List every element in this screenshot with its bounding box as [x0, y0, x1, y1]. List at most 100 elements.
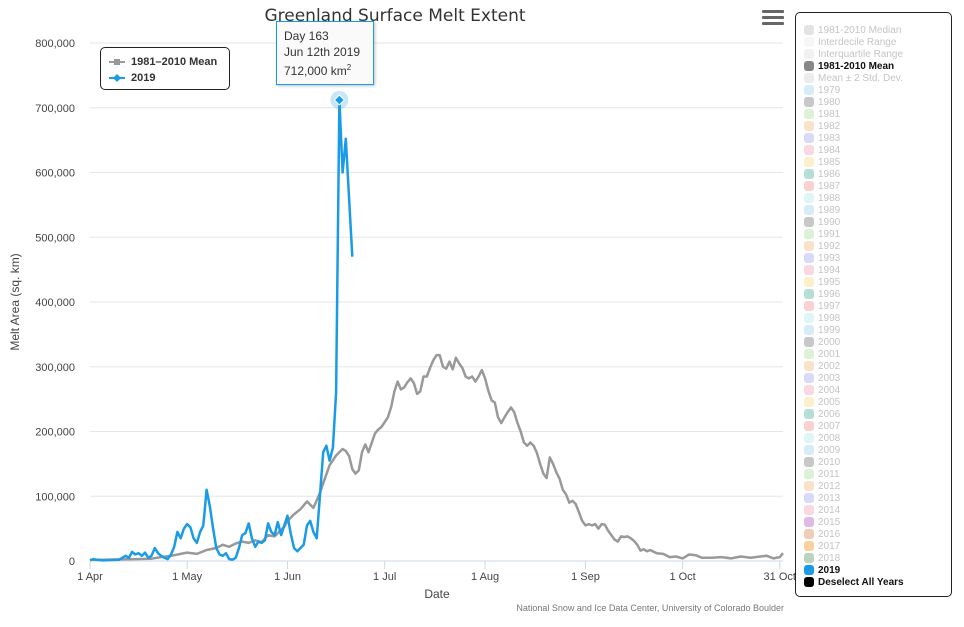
series-swatch-icon	[804, 397, 814, 407]
year-toggle-item[interactable]: 2012	[804, 480, 840, 492]
series-swatch-icon	[804, 445, 814, 455]
year-toggle-item[interactable]: 1981-2010 Median	[804, 24, 901, 36]
year-toggle-label: 2013	[818, 492, 841, 504]
year-toggle-label: 2002	[818, 360, 841, 372]
series-line-mean[interactable]	[90, 353, 784, 561]
series-swatch-icon	[804, 193, 814, 203]
year-toggle-item[interactable]: 2015	[804, 516, 840, 528]
year-toggle-item[interactable]: 2016	[804, 528, 840, 540]
legend-item-mean[interactable]: 1981–2010 Mean	[109, 55, 217, 69]
year-toggle-label: 1994	[818, 264, 841, 276]
year-toggle-item[interactable]: 1981-2010 Mean	[804, 60, 894, 72]
year-toggle-item[interactable]: 2008	[804, 432, 840, 444]
year-toggle-item[interactable]: 2003	[804, 372, 840, 384]
year-toggle-label: 1983	[818, 132, 841, 144]
series-swatch-icon	[804, 265, 814, 275]
year-toggle-label: 1981-2010 Mean	[818, 60, 895, 72]
legend-item-2019[interactable]: 2019	[109, 71, 155, 85]
x-axis-ticks: 1 Apr 1 May 1 Jun 1 Jul 1 Aug 1 Sep 1 Oct 31 Oc…	[77, 561, 796, 583]
hover-point-marker[interactable]	[333, 94, 346, 106]
year-toggle-item[interactable]: 1983	[804, 132, 840, 144]
y-axis-title: Melt Area (sq. km)	[8, 253, 22, 350]
year-toggle-item[interactable]: 1996	[804, 288, 840, 300]
deselect-all-years-button[interactable]: Deselect All Years	[804, 576, 904, 588]
y-tick-label: 400,000	[35, 297, 75, 309]
year-toggle-item[interactable]: 1990	[804, 216, 840, 228]
y-axis-ticks: 0 100,000 200,000 300,000 400,000 500,000 600,…	[35, 38, 75, 568]
year-toggle-item[interactable]: 2006	[804, 408, 840, 420]
year-toggle-item[interactable]: 2001	[804, 348, 840, 360]
year-toggle-item[interactable]: Mean ± 2 Std. Dev.	[804, 72, 903, 84]
y-tick-label: 100,000	[35, 491, 75, 503]
year-toggle-label: 1986	[818, 168, 841, 180]
series-swatch-icon	[804, 469, 814, 479]
series-swatch-icon	[804, 385, 814, 395]
series-line-2019[interactable]	[89, 98, 354, 562]
chart-credit[interactable]: National Snow and Ice Data Center, Unive…	[516, 603, 784, 613]
series-swatch-icon	[804, 421, 814, 431]
series-swatch-icon	[804, 229, 814, 239]
year-toggle-item[interactable]: 1997	[804, 300, 840, 312]
year-toggle-item[interactable]: 2018	[804, 552, 840, 564]
year-toggle-item[interactable]: Interdecile Range	[804, 36, 896, 48]
year-toggle-item[interactable]: 2007	[804, 420, 840, 432]
series-swatch-icon	[804, 37, 814, 47]
year-toggle-item[interactable]: 2013	[804, 492, 840, 504]
series-swatch-icon	[804, 553, 814, 563]
year-toggle-item[interactable]: 1979	[804, 84, 840, 96]
year-toggle-label: 1981	[818, 108, 841, 120]
year-toggle-item[interactable]: 2011	[804, 468, 840, 480]
year-toggle-item[interactable]: 1999	[804, 324, 840, 336]
series-swatch-icon	[804, 349, 814, 359]
series-swatch-icon	[804, 289, 814, 299]
legend-square-marker-icon	[109, 59, 125, 65]
year-toggle-item[interactable]: 1984	[804, 144, 840, 156]
chart-menu-hamburger-icon[interactable]	[762, 10, 784, 28]
year-toggle-item[interactable]: 1998	[804, 312, 840, 324]
x-tick-label: 1 May	[172, 571, 202, 583]
series-swatch-icon	[804, 241, 814, 251]
year-toggle-item[interactable]: 1981	[804, 108, 840, 120]
tooltip-value-text: 712,000 km	[284, 64, 347, 78]
year-toggle-label: 1995	[818, 276, 841, 288]
year-toggle-item[interactable]: 1988	[804, 192, 840, 204]
year-toggle-label: 1998	[818, 312, 841, 324]
year-toggle-label: 2015	[818, 516, 841, 528]
series-swatch-icon	[804, 85, 814, 95]
year-toggle-item[interactable]: 2009	[804, 444, 840, 456]
year-toggle-item[interactable]: 1992	[804, 240, 840, 252]
series-swatch-icon	[804, 541, 814, 551]
year-toggle-label: Interdecile Range	[818, 36, 897, 48]
year-toggle-label: 1980	[818, 96, 841, 108]
year-toggle-item[interactable]: 1987	[804, 180, 840, 192]
year-toggle-item[interactable]: 2017	[804, 540, 840, 552]
year-toggle-item[interactable]: 1991	[804, 228, 840, 240]
year-toggle-item[interactable]: 2010	[804, 456, 840, 468]
chart-legend: 1981–2010 Mean 2019	[100, 47, 230, 90]
year-toggle-item[interactable]: 2019	[804, 564, 840, 576]
series-swatch-icon	[804, 157, 814, 167]
x-axis-title: Date	[424, 587, 450, 601]
x-tick-label: 1 Apr	[77, 571, 103, 583]
year-toggle-item[interactable]: 2014	[804, 504, 840, 516]
year-toggle-item[interactable]: 2004	[804, 384, 840, 396]
x-tick-label: 31 Oct	[764, 571, 796, 583]
y-tick-label: 200,000	[35, 427, 75, 439]
year-toggle-item[interactable]: 1995	[804, 276, 840, 288]
year-toggle-item[interactable]: 1980	[804, 96, 840, 108]
year-toggle-item[interactable]: 2000	[804, 336, 840, 348]
year-toggle-item[interactable]: 1993	[804, 252, 840, 264]
series-swatch-icon	[804, 493, 814, 503]
year-toggle-item[interactable]: 1989	[804, 204, 840, 216]
tooltip-day: Day 163	[284, 29, 329, 43]
year-toggle-item[interactable]: 2002	[804, 360, 840, 372]
year-toggle-item[interactable]: 1994	[804, 264, 840, 276]
year-toggle-item[interactable]: 1982	[804, 120, 840, 132]
legend-diamond-marker-icon	[109, 74, 125, 82]
year-toggle-item[interactable]: 1986	[804, 168, 840, 180]
series-swatch-icon	[804, 433, 814, 443]
year-toggle-item[interactable]: 1985	[804, 156, 840, 168]
year-toggle-item[interactable]: 2005	[804, 396, 840, 408]
year-toggle-label: Mean ± 2 Std. Dev.	[818, 72, 903, 84]
year-toggle-item[interactable]: Interquartile Range	[804, 48, 903, 60]
